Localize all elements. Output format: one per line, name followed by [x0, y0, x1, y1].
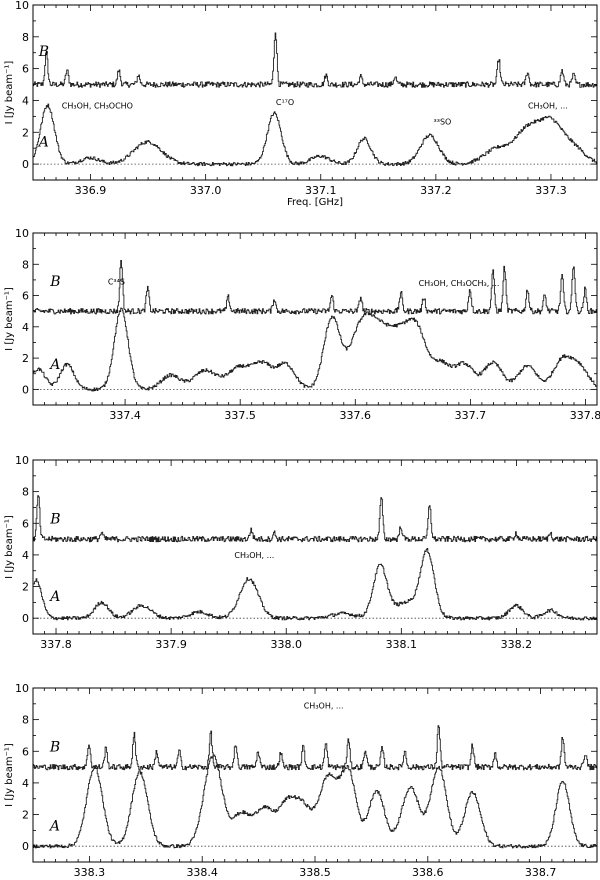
y-tick-label: 2	[22, 809, 29, 822]
y-tick-label: 0	[22, 612, 29, 625]
spectrum-a	[32, 548, 597, 621]
x-tick-label: 338.2	[501, 638, 533, 651]
y-tick-label: 4	[22, 549, 29, 562]
y-tick-label: 0	[22, 840, 29, 853]
y-tick-label: 6	[22, 63, 29, 76]
y-axis-label: I [Jy beam⁻¹]	[4, 287, 15, 351]
line-annotation: C³⁴S	[108, 278, 125, 287]
y-tick-label: 8	[22, 486, 29, 499]
y-tick-label: 2	[22, 581, 29, 594]
series-label-a: A	[48, 589, 60, 605]
x-tick-label: 337.5	[224, 409, 256, 422]
x-tick-label: 337.8	[570, 409, 600, 422]
x-tick-label: 337.1	[305, 184, 337, 197]
chart-panel-2: B A 0 2 4 6 8 10 337.4 337.5 337.6 337.7 337.8 I [Jy …	[4, 227, 600, 422]
x-tick-label: 337.4	[109, 409, 141, 422]
y-tick-label: 6	[22, 517, 29, 530]
plot-frame	[32, 687, 598, 863]
spectrum-b	[32, 260, 597, 315]
line-annotation: CH₃OH, CH₃OCHO	[62, 101, 133, 110]
plot-frame	[32, 459, 598, 635]
x-tick-label: 338.1	[386, 638, 418, 651]
y-tick-label: 0	[22, 158, 29, 171]
series-label-a: A	[48, 818, 60, 834]
x-tick-label: 338.3	[74, 866, 106, 879]
plot-frame	[32, 4, 598, 181]
line-annotation: CH₃OH, ...	[234, 551, 274, 560]
x-tick-label: 337.3	[535, 184, 567, 197]
x-tick-label: 338.4	[186, 866, 218, 879]
line-annotation: ³³SO	[434, 117, 452, 126]
y-tick-label: 4	[22, 321, 29, 334]
y-tick-label: 6	[22, 745, 29, 758]
chart-panel-3: B A 0 2 4 6 8 10 337.8 337.9 338.0 338.1 338.2 I [Jy …	[4, 454, 598, 651]
x-tick-label: 337.2	[420, 184, 452, 197]
spectrum-a	[32, 754, 597, 849]
x-tick-label: 337.6	[340, 409, 372, 422]
plot-frame	[32, 232, 598, 406]
y-tick-label: 0	[22, 383, 29, 396]
x-tick-label: 338.6	[412, 866, 444, 879]
line-annotation: CH₃OH, CH₃OCH₃, ...	[419, 279, 500, 288]
series-label-a: A	[48, 357, 60, 373]
y-tick-label: 2	[22, 126, 29, 139]
y-tick-label: 4	[22, 777, 29, 790]
y-tick-label: 4	[22, 94, 29, 107]
series-label-b: B	[49, 274, 60, 290]
y-axis-label: I [Jy beam⁻¹]	[4, 61, 15, 125]
x-tick-label: 337.0	[190, 184, 222, 197]
x-axis-label: Freq. [GHz]	[287, 197, 343, 208]
chart-panel-4: B A 0 2 4 6 8 10 338.3 338.4 338.5 338.6 338.7 I [Jy …	[4, 682, 598, 879]
y-axis-label: I [Jy beam⁻¹]	[4, 515, 15, 579]
chart-panel-1: B A0 2 4 6 8 10 336.9 337.0 337.1 337.2 337.3 I [Jy …	[4, 0, 598, 208]
y-tick-label: 10	[15, 454, 29, 467]
y-tick-label: 10	[15, 682, 29, 695]
y-tick-label: 10	[15, 227, 29, 240]
line-annotation: C¹⁷O	[276, 98, 294, 107]
y-axis-label: I [Jy beam⁻¹]	[4, 743, 15, 807]
series-label-b: B	[38, 44, 49, 60]
x-tick-label: 337.9	[155, 638, 187, 651]
x-tick-label: 338.7	[525, 866, 557, 879]
x-tick-label: 338.5	[299, 866, 331, 879]
x-tick-label: 338.0	[270, 638, 302, 651]
spectrum-a	[32, 103, 597, 167]
y-tick-label: 8	[22, 714, 29, 727]
x-tick-label: 336.9	[75, 184, 107, 197]
series-label-b: B	[49, 739, 60, 755]
x-tick-label: 337.8	[40, 638, 72, 651]
y-tick-label: 6	[22, 290, 29, 303]
spectrum-b	[32, 32, 597, 88]
y-tick-label: 2	[22, 352, 29, 365]
spectrum-b	[32, 725, 597, 771]
y-tick-label: 8	[22, 258, 29, 271]
y-tick-label: 10	[15, 0, 29, 12]
y-tick-label: 8	[22, 31, 29, 44]
x-tick-label: 337.7	[455, 409, 487, 422]
line-annotation: CH₃OH, ...	[528, 101, 568, 110]
series-label-b: B	[49, 511, 60, 527]
spectrum-a	[32, 307, 597, 392]
series-label-a: A	[37, 135, 49, 151]
spectrum-b	[32, 495, 597, 543]
line-annotation: CH₃OH, ...	[304, 702, 344, 711]
